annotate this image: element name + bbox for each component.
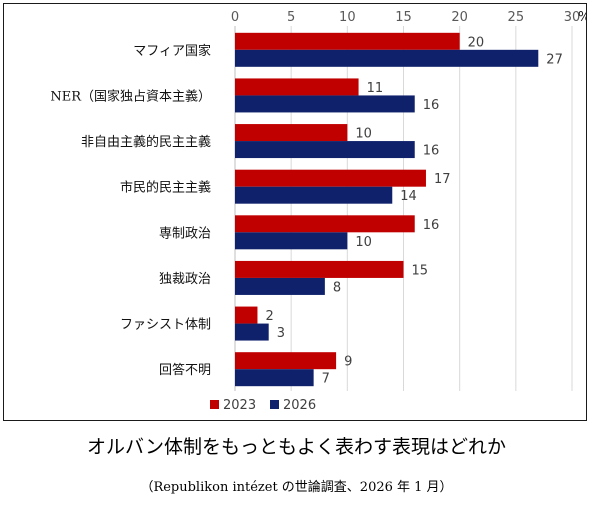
x-tick-label-2: 10 <box>339 10 356 25</box>
x-unit-label: % <box>578 10 586 25</box>
category-label-7: 回答不明 <box>159 362 211 378</box>
category-label-3: 市民的民主主義 <box>120 180 211 196</box>
x-tick-label-5: 25 <box>508 10 525 25</box>
x-tick-label-1: 5 <box>287 10 295 25</box>
data-label-2026-0: 27 <box>546 52 563 67</box>
bar-2026-1 <box>235 95 415 113</box>
labels: 051015202530%マフィア国家2027NER（国家独占資本主義）1116… <box>50 10 586 387</box>
legend: 2023 2026 <box>210 398 316 413</box>
x-tick-label-4: 20 <box>451 10 468 25</box>
bar-chart: 051015202530%マフィア国家2027NER（国家独占資本主義）1116… <box>50 10 586 413</box>
data-label-2026-6: 3 <box>277 326 285 341</box>
x-tick-label-0: 0 <box>231 10 239 25</box>
bars <box>235 32 539 387</box>
category-label-1: NER（国家独占資本主義） <box>50 88 211 104</box>
bar-2026-0 <box>235 49 539 67</box>
chart-caption-source: （Republikon intézet の世論調査、2026 年 1 月） <box>140 480 453 495</box>
bar-2023-4 <box>235 215 415 233</box>
bar-2023-7 <box>235 352 337 370</box>
data-label-2023-1: 11 <box>367 81 384 96</box>
bar-2026-6 <box>235 323 269 341</box>
bar-2026-3 <box>235 186 393 204</box>
legend-label-2023: 2023 <box>223 398 256 413</box>
category-label-4: 専制政治 <box>159 226 211 241</box>
data-label-2026-3: 14 <box>400 189 417 204</box>
data-label-2023-2: 10 <box>355 127 372 142</box>
bar-2023-5 <box>235 260 404 278</box>
bar-2026-2 <box>235 141 415 159</box>
legend-swatch-2023 <box>210 400 219 409</box>
bar-2023-0 <box>235 32 460 50</box>
bar-2026-7 <box>235 369 314 387</box>
category-label-0: マフィア国家 <box>133 43 211 59</box>
data-label-2023-4: 16 <box>423 218 440 233</box>
data-label-2026-4: 10 <box>355 235 372 250</box>
bar-2023-3 <box>235 169 426 187</box>
data-label-2026-2: 16 <box>423 144 440 159</box>
data-label-2023-5: 15 <box>412 263 429 278</box>
data-label-2026-1: 16 <box>423 98 440 113</box>
chart-frame: 051015202530%マフィア国家2027NER（国家独占資本主義）1116… <box>3 3 587 421</box>
category-label-2: 非自由主義的民主主義 <box>81 134 211 150</box>
legend-swatch-2026 <box>270 400 279 409</box>
x-tick-label-6: 30 <box>564 10 581 25</box>
data-label-2023-0: 20 <box>468 35 485 50</box>
bar-2026-5 <box>235 277 325 295</box>
data-label-2023-7: 9 <box>344 355 352 370</box>
chart-caption-title: オルバン体制をもっともよく表わす表現はどれか <box>87 436 506 458</box>
data-label-2026-7: 7 <box>322 372 330 387</box>
bar-2023-6 <box>235 306 258 324</box>
category-label-6: ファシスト体制 <box>120 318 211 333</box>
category-label-5: 独裁政治 <box>159 271 211 287</box>
bar-2026-4 <box>235 232 348 250</box>
bar-2023-1 <box>235 78 359 96</box>
data-label-2026-5: 8 <box>333 280 341 295</box>
bar-2023-2 <box>235 124 348 142</box>
legend-label-2026: 2026 <box>283 398 316 413</box>
data-label-2023-3: 17 <box>434 172 451 187</box>
data-label-2023-6: 2 <box>265 309 273 324</box>
x-tick-label-3: 15 <box>395 10 412 25</box>
